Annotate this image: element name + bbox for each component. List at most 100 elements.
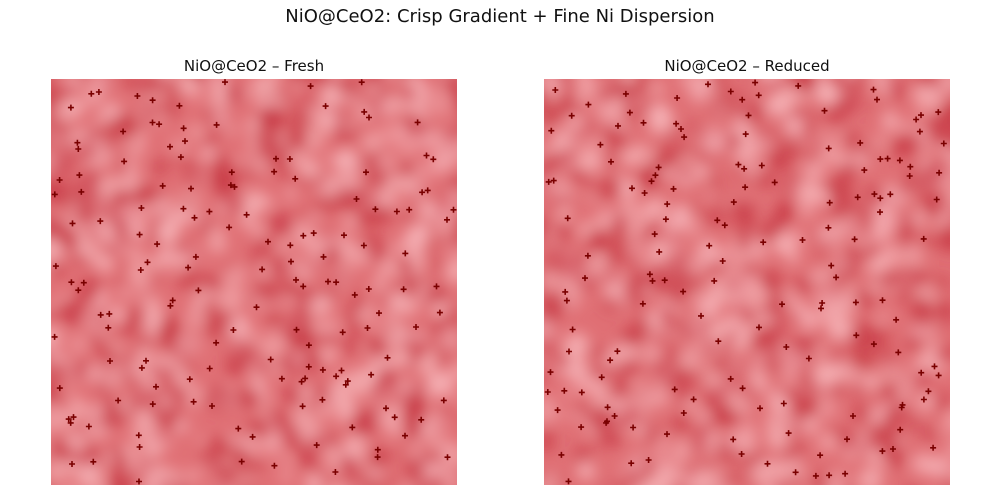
ni-particle-marker (861, 167, 868, 174)
ni-particle-marker (755, 92, 762, 99)
ni-particle-marker (604, 404, 611, 411)
ni-particle-marker (186, 376, 193, 383)
reduced-dispersion-map (544, 79, 950, 485)
ni-particle-marker (195, 287, 202, 294)
ni-particle-marker (825, 145, 832, 152)
ni-particle-marker (374, 454, 381, 461)
ni-particle-marker (931, 363, 938, 370)
ni-particle-marker (730, 199, 737, 206)
ni-particle-marker (783, 344, 790, 350)
ni-particle-marker (273, 155, 279, 162)
ni-particle-marker (78, 188, 85, 195)
ni-particle-marker (144, 259, 151, 266)
ni-particle-marker (799, 237, 806, 243)
ni-particle-marker (673, 120, 680, 127)
ni-particle-marker (115, 397, 122, 404)
ni-particle-marker (851, 236, 858, 243)
ni-particle-marker (554, 407, 561, 414)
ni-particle-marker (349, 424, 356, 431)
ni-particle-marker (286, 156, 293, 162)
ni-particle-marker (360, 242, 367, 249)
ni-particle-marker (819, 300, 826, 306)
ni-particle-marker (578, 424, 585, 431)
ni-particle-marker (615, 122, 621, 129)
ni-particle-marker (299, 403, 306, 410)
ni-particle-marker (363, 169, 369, 176)
ni-particle-marker (792, 469, 799, 476)
ni-particle-marker (402, 250, 409, 257)
ni-particle-marker (154, 241, 161, 248)
ni-particle-marker (552, 87, 559, 93)
ni-particle-marker (191, 214, 198, 221)
ni-particle-marker (74, 139, 81, 146)
ni-particle-marker (933, 196, 940, 203)
ni-particle-marker (738, 451, 745, 457)
ni-particle-marker (120, 128, 127, 135)
ni-particle-marker (874, 96, 880, 103)
ni-particle-marker (222, 79, 228, 86)
ni-particle-marker (188, 185, 194, 192)
ni-particle-marker (719, 258, 726, 264)
ni-particle-marker (51, 191, 58, 198)
ni-particle-marker (136, 444, 143, 450)
ni-particle-marker (670, 185, 677, 192)
ni-particle-marker (706, 242, 713, 249)
ni-particle-marker (423, 152, 430, 159)
ni-particle-marker (879, 297, 886, 304)
ni-particle-marker (545, 178, 552, 185)
ni-particle-marker (402, 432, 408, 439)
ni-particle-marker (149, 119, 156, 126)
ni-particle-marker (325, 278, 331, 285)
ni-particle-marker (231, 183, 238, 190)
ni-particle-marker (383, 405, 389, 412)
ni-particle-marker (153, 383, 159, 390)
ni-particle-marker (206, 365, 213, 372)
ni-particle-marker (313, 442, 320, 449)
ni-particle-marker (342, 381, 349, 388)
ni-particle-marker (75, 287, 82, 294)
ni-particle-marker (293, 326, 300, 333)
ni-particle-marker (890, 446, 896, 452)
ni-particle-marker (361, 108, 368, 115)
ni-particle-marker (918, 112, 924, 119)
ni-particle-marker (641, 190, 648, 196)
ni-particle-marker (671, 386, 678, 393)
ni-particle-marker (884, 155, 891, 162)
ni-particle-marker (690, 396, 697, 403)
ni-particle-marker (563, 297, 570, 304)
ni-particle-marker (877, 209, 883, 216)
ni-particle-marker (400, 286, 407, 293)
ni-particle-marker (302, 375, 309, 382)
ni-particle-marker (630, 424, 637, 431)
ni-particle-marker (121, 158, 128, 165)
ni-particle-marker (95, 89, 102, 95)
ni-particle-marker (756, 324, 762, 331)
ni-particle-marker (899, 401, 906, 408)
ni-particle-marker (138, 364, 145, 371)
ni-particle-marker (714, 217, 721, 224)
ni-particle-marker (678, 126, 684, 132)
ni-particle-marker (715, 338, 722, 345)
ni-particle-marker (444, 454, 451, 461)
texture-blobs (544, 79, 950, 485)
ni-particle-marker (705, 81, 711, 88)
ni-particle-marker (582, 275, 588, 282)
ni-particle-marker (629, 185, 635, 192)
ni-particle-marker (674, 95, 681, 101)
panel-title-fresh: NiO@CeO2 – Fresh (183, 57, 325, 75)
ni-particle-marker (339, 329, 346, 336)
ni-particle-marker (333, 373, 340, 380)
ni-particle-marker (213, 339, 220, 346)
ni-particle-marker (300, 232, 307, 239)
ni-particle-marker (925, 388, 932, 395)
ni-particle-marker (76, 172, 83, 179)
ni-particle-marker (351, 291, 358, 298)
ni-particle-marker (287, 242, 294, 249)
ni-particle-marker (906, 173, 913, 179)
ni-particle-marker (893, 316, 900, 323)
ni-particle-marker (271, 168, 278, 175)
ni-particle-marker (854, 194, 861, 201)
ni-particle-marker (548, 127, 555, 134)
ni-particle-marker (564, 215, 571, 222)
ni-particle-marker (384, 354, 391, 361)
